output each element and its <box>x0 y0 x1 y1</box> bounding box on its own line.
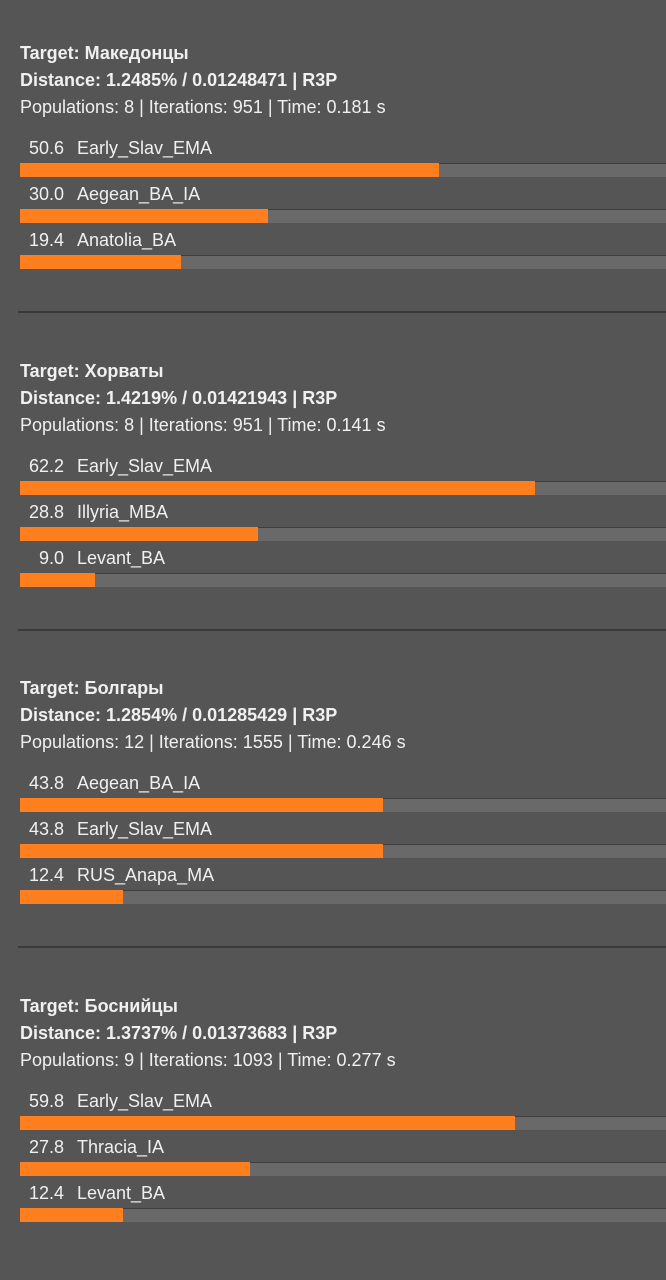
population-row: 43.8 Aegean_BA_IA <box>20 769 666 815</box>
population-row-text: 19.4 Anatolia_BA <box>20 226 666 254</box>
proportion-bar-fill <box>20 1162 250 1176</box>
population-row: 12.4 Levant_BA <box>20 1179 666 1225</box>
population-percent: 62.2 <box>28 456 64 476</box>
population-row: 27.8 Thracia_IA <box>20 1133 666 1179</box>
population-row-text: 62.2 Early_Slav_EMA <box>20 452 666 480</box>
population-row: 12.4 RUS_Anapa_MA <box>20 861 666 907</box>
target-title: Target: Болгары <box>20 678 164 698</box>
population-row: 59.8 Early_Slav_EMA <box>20 1087 666 1133</box>
proportion-bar-track <box>20 527 666 541</box>
population-name: Illyria_MBA <box>77 502 169 522</box>
population-name: Early_Slav_EMA <box>77 138 213 158</box>
proportion-bar-track <box>20 209 666 223</box>
population-name: Levant_BA <box>77 1183 166 1203</box>
population-name: Early_Slav_EMA <box>77 819 213 839</box>
population-row-text: 43.8 Aegean_BA_IA <box>20 769 666 797</box>
proportion-bar-track <box>20 1116 666 1130</box>
population-row: 30.0 Aegean_BA_IA <box>20 180 666 226</box>
population-row-text: 9.0 Levant_BA <box>20 544 666 572</box>
proportion-bar-fill <box>20 209 268 223</box>
proportion-bar-track <box>20 573 666 587</box>
population-percent: 27.8 <box>28 1137 64 1157</box>
population-percent: 43.8 <box>28 773 64 793</box>
population-row-text: 28.8 Illyria_MBA <box>20 498 666 526</box>
proportion-bar-fill <box>20 527 258 541</box>
population-row: 62.2 Early_Slav_EMA <box>20 452 666 498</box>
distance-line: Distance: 1.4219% / 0.01421943 | R3P <box>20 388 338 408</box>
proportion-bar-track <box>20 798 666 812</box>
distance-line: Distance: 1.3737% / 0.01373683 | R3P <box>20 1023 338 1043</box>
population-percent: 12.4 <box>28 1183 64 1203</box>
population-percent: 19.4 <box>28 230 64 250</box>
population-percent: 59.8 <box>28 1091 64 1111</box>
section-divider <box>18 311 666 313</box>
population-list: 43.8 Aegean_BA_IA 43.8 Early_Slav_EMA 12.4 RU… <box>20 769 666 907</box>
population-name: Early_Slav_EMA <box>77 456 213 476</box>
proportion-bar-track <box>20 163 666 177</box>
population-name: Anatolia_BA <box>77 230 177 250</box>
section-divider <box>18 629 666 631</box>
population-name: Aegean_BA_IA <box>77 184 201 204</box>
population-row-text: 50.6 Early_Slav_EMA <box>20 134 666 162</box>
target-title: Target: Македонцы <box>20 43 189 63</box>
population-row: 9.0 Levant_BA <box>20 544 666 590</box>
population-row-text: 27.8 Thracia_IA <box>20 1133 666 1161</box>
run-info: Populations: 12 | Iterations: 1555 | Tim… <box>20 732 406 752</box>
population-row: 28.8 Illyria_MBA <box>20 498 666 544</box>
population-name: RUS_Anapa_MA <box>77 865 215 885</box>
proportion-bar-fill <box>20 1208 123 1222</box>
population-percent: 28.8 <box>28 502 64 522</box>
population-name: Aegean_BA_IA <box>77 773 201 793</box>
population-row: 43.8 Early_Slav_EMA <box>20 815 666 861</box>
population-list: 50.6 Early_Slav_EMA 30.0 Aegean_BA_IA 19.4 An… <box>20 134 666 272</box>
population-percent: 43.8 <box>28 819 64 839</box>
proportion-bar-fill <box>20 1116 515 1130</box>
result-block: Target: Болгары Distance: 1.2854% / 0.012… <box>20 675 666 907</box>
population-list: 62.2 Early_Slav_EMA 28.8 Illyria_MBA 9.0 Leva… <box>20 452 666 590</box>
population-percent: 12.4 <box>28 865 64 885</box>
proportion-bar-track <box>20 844 666 858</box>
proportion-bar-fill <box>20 890 123 904</box>
result-block: Target: Боснийцы Distance: 1.3737% / 0.01… <box>20 993 666 1225</box>
distance-line: Distance: 1.2854% / 0.01285429 | R3P <box>20 705 338 725</box>
proportion-bar-fill <box>20 798 383 812</box>
section-divider <box>18 946 666 948</box>
population-name: Early_Slav_EMA <box>77 1091 213 1111</box>
population-row-text: 12.4 Levant_BA <box>20 1179 666 1207</box>
population-row-text: 59.8 Early_Slav_EMA <box>20 1087 666 1115</box>
result-block: Target: Македонцы Distance: 1.2485% / 0.0… <box>20 40 666 272</box>
population-row: 50.6 Early_Slav_EMA <box>20 134 666 180</box>
proportion-bar-fill <box>20 573 95 587</box>
population-row-text: 30.0 Aegean_BA_IA <box>20 180 666 208</box>
proportion-bar-track <box>20 890 666 904</box>
proportion-bar-track <box>20 1208 666 1222</box>
population-percent: 30.0 <box>28 184 64 204</box>
population-row-text: 43.8 Early_Slav_EMA <box>20 815 666 843</box>
population-percent: 50.6 <box>28 138 64 158</box>
target-title: Target: Боснийцы <box>20 996 178 1016</box>
population-name: Thracia_IA <box>77 1137 165 1157</box>
proportion-bar-fill <box>20 481 535 495</box>
proportion-bar-track <box>20 255 666 269</box>
target-title: Target: Хорваты <box>20 361 164 381</box>
result-block: Target: Хорваты Distance: 1.4219% / 0.014… <box>20 358 666 590</box>
distance-line: Distance: 1.2485% / 0.01248471 | R3P <box>20 70 338 90</box>
proportion-bar-fill <box>20 844 383 858</box>
proportion-bar-track <box>20 481 666 495</box>
population-percent: 9.0 <box>38 548 64 568</box>
proportion-bar-fill <box>20 163 439 177</box>
population-row-text: 12.4 RUS_Anapa_MA <box>20 861 666 889</box>
run-info: Populations: 8 | Iterations: 951 | Time:… <box>20 415 386 435</box>
run-info: Populations: 9 | Iterations: 1093 | Time… <box>20 1050 396 1070</box>
population-row: 19.4 Anatolia_BA <box>20 226 666 272</box>
population-name: Levant_BA <box>77 548 166 568</box>
population-list: 59.8 Early_Slav_EMA 27.8 Thracia_IA 12.4 Leva… <box>20 1087 666 1225</box>
proportion-bar-fill <box>20 255 181 269</box>
proportion-bar-track <box>20 1162 666 1176</box>
run-info: Populations: 8 | Iterations: 951 | Time:… <box>20 97 386 117</box>
